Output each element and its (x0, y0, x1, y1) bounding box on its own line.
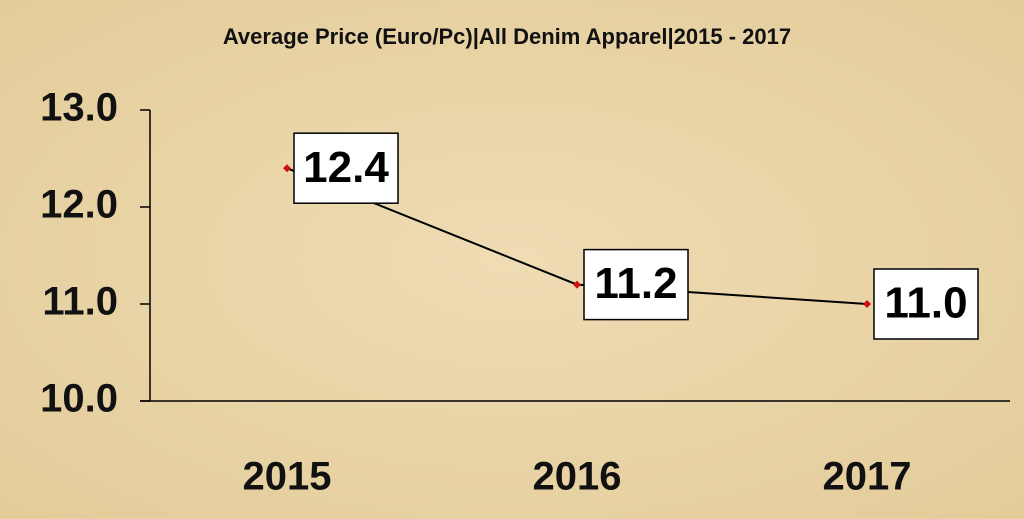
x-tick-label: 2015 (243, 455, 332, 499)
marker (863, 300, 871, 308)
data-label-box (293, 132, 399, 204)
data-label: 11.0 (884, 279, 967, 328)
data-label: 12.4 (303, 143, 389, 192)
data-label: 11.2 (594, 259, 677, 308)
marker (283, 164, 291, 173)
marker (573, 280, 581, 289)
x-tick-label: 2017 (823, 455, 912, 499)
data-label-box (873, 268, 979, 340)
data-label-box (583, 248, 689, 321)
y-tick-label: 12.0 (40, 183, 118, 227)
y-tick-label: 10.0 (40, 377, 118, 421)
x-tick-label: 2016 (533, 455, 622, 499)
y-tick-label: 11.0 (42, 280, 118, 324)
chart-title: Average Price (Euro/Pc)|All Denim Appare… (223, 24, 791, 49)
y-tick-label: 13.0 (40, 86, 118, 130)
